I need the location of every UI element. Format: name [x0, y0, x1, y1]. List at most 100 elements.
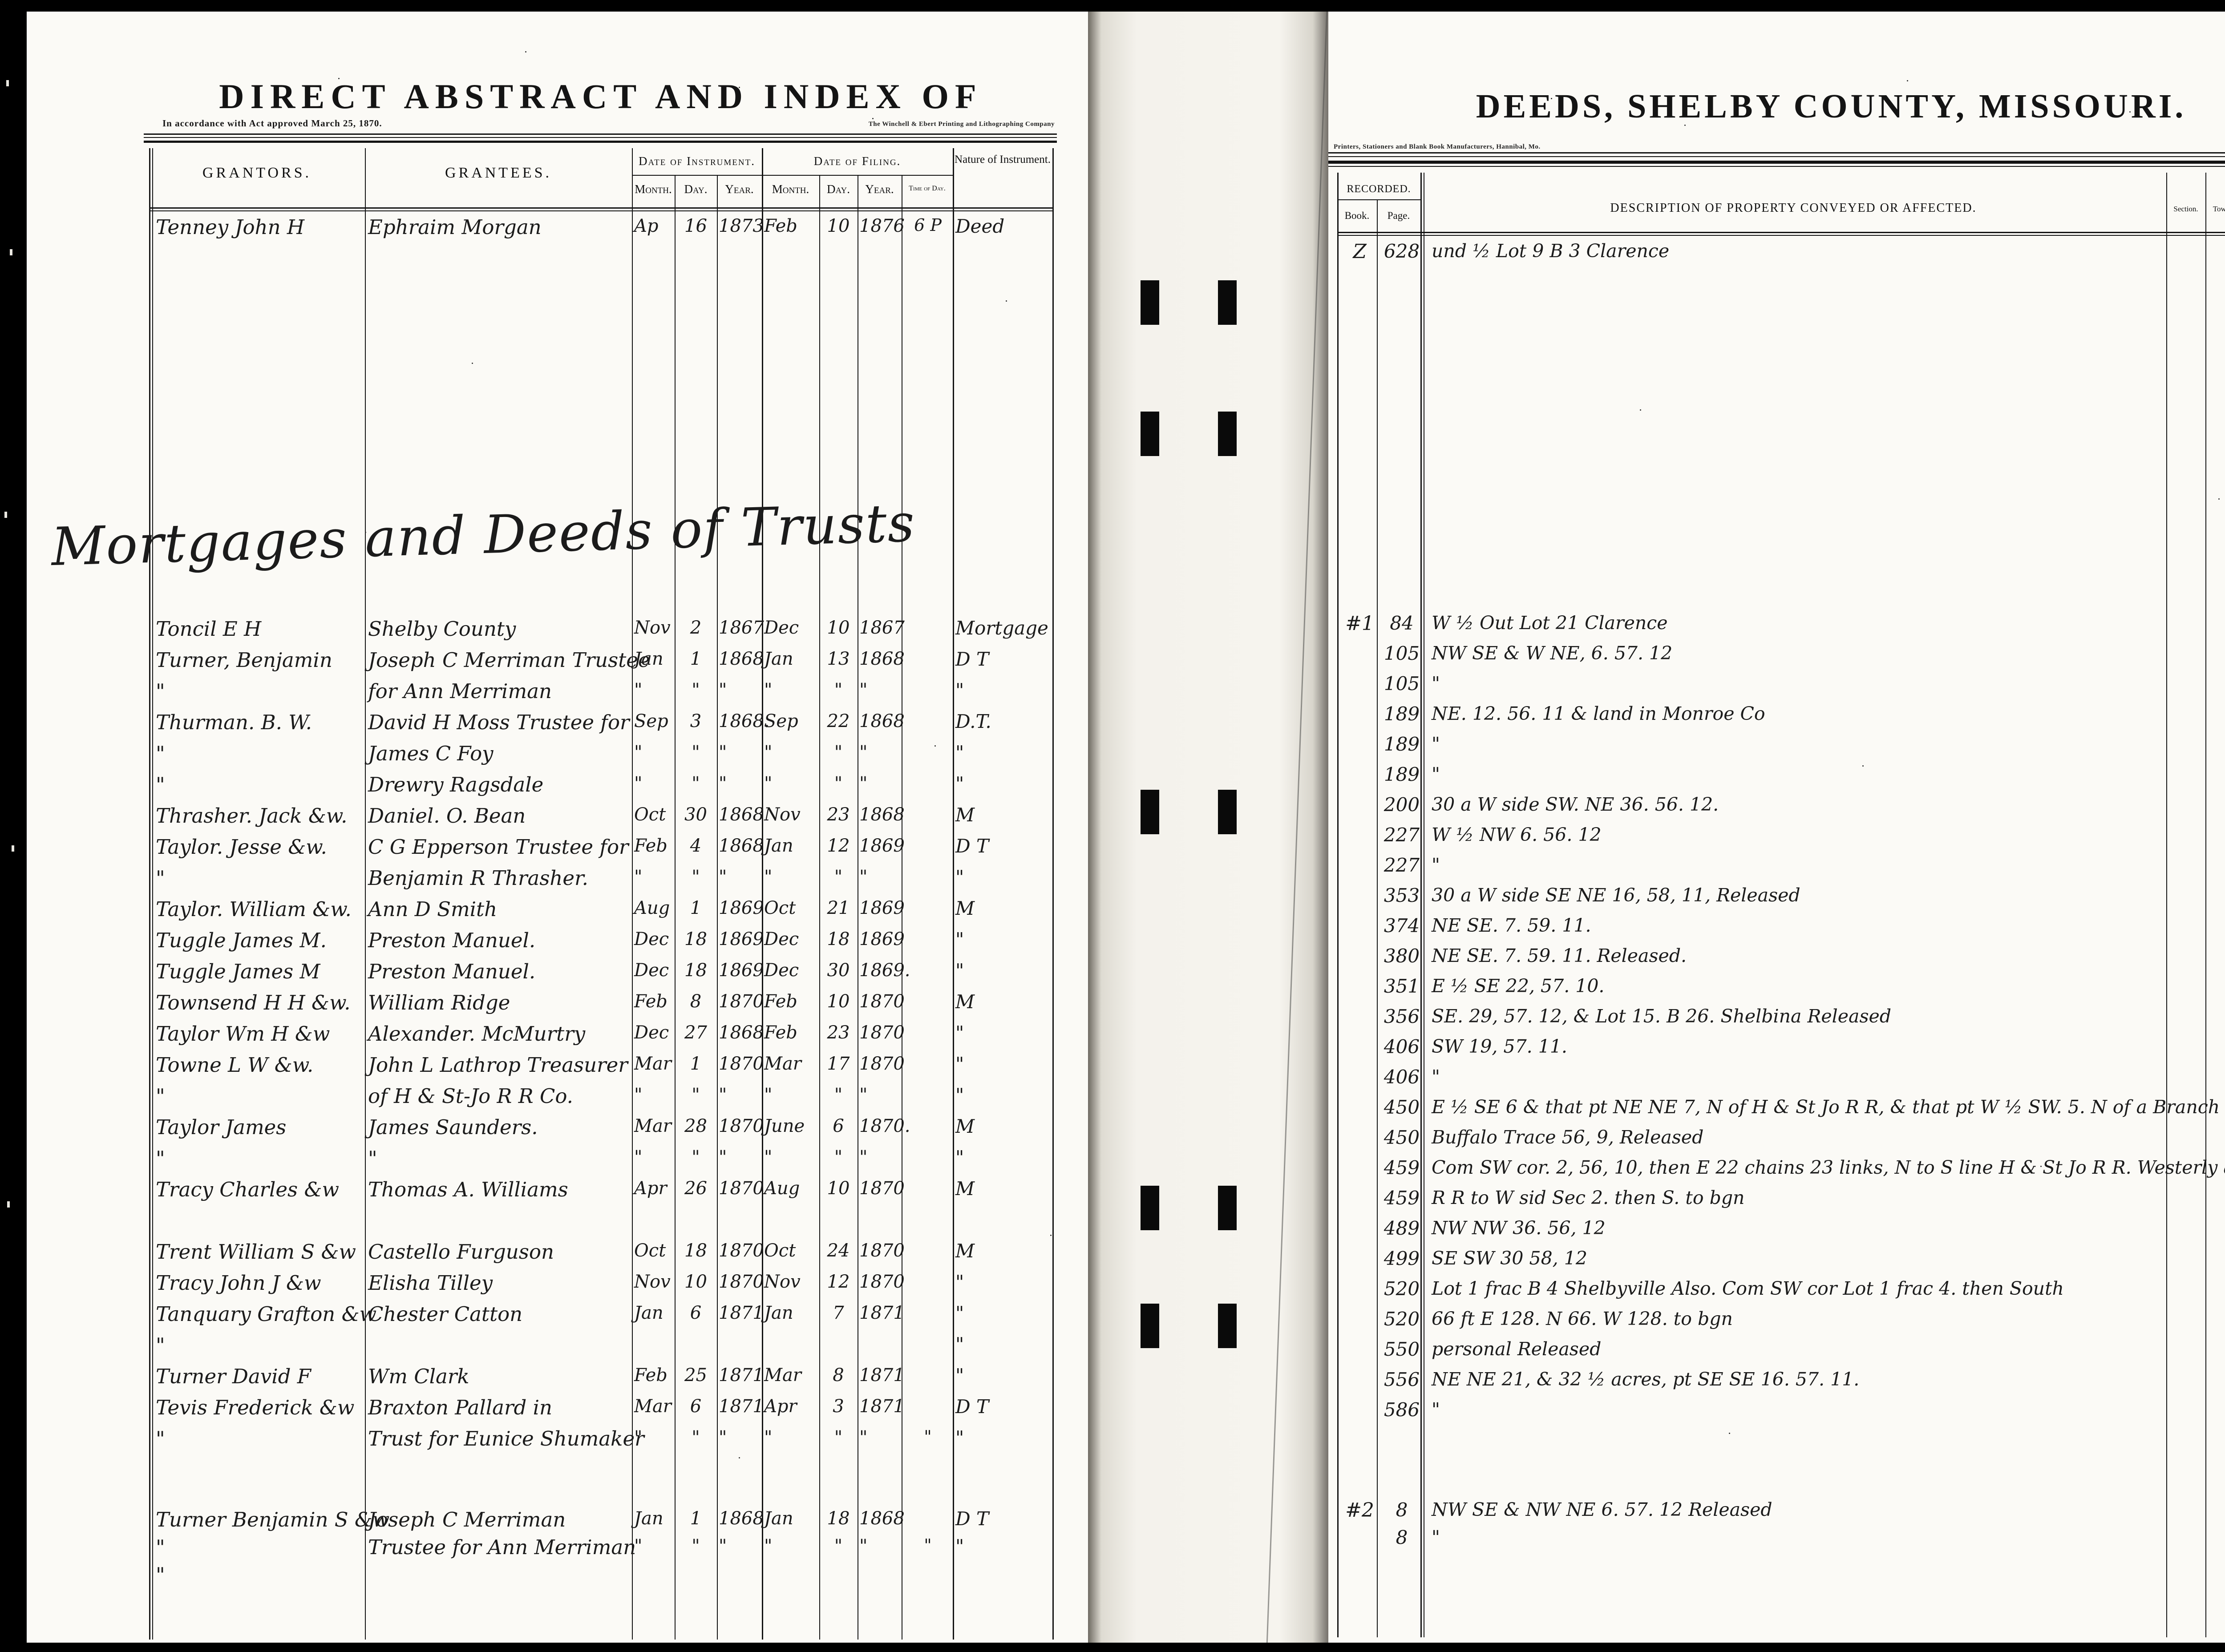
nature-cell: " — [955, 866, 964, 888]
filing-month-cell: Feb — [764, 216, 797, 236]
filing-month-cell: Jan — [764, 649, 793, 669]
ledger-row: 105 " — [1337, 671, 2225, 701]
filing-day-cell: 23 — [827, 804, 850, 825]
grid-hline — [149, 210, 1052, 211]
grantees-cell: James C Foy — [368, 742, 494, 765]
page-cell: 353 — [1384, 885, 1420, 906]
description-cell: R R to W sid Sec 2. then S. to bgn — [1432, 1187, 1745, 1208]
filing-day-cell: 13 — [827, 649, 850, 669]
filing-year-cell: 1868 — [859, 649, 905, 669]
binder-hole — [1218, 1304, 1237, 1348]
ledger-row: 556 NE NE 21, & 32 ½ acres, pt SE SE 16.… — [1337, 1367, 2225, 1397]
right-page: DEEDS, SHELBY COUNTY, MISSOURI. 274 Prin… — [1328, 9, 2225, 1643]
grantors-cell: Tracy John J &w — [156, 1271, 321, 1295]
instrument-year-cell: " — [719, 742, 727, 763]
grid-vline — [675, 175, 676, 1640]
description-cell: Com SW cor. 2, 56, 10, then E 22 chains … — [1432, 1157, 2225, 1178]
instrument-month-cell: Apr — [634, 1178, 667, 1199]
instrument-day-cell: 27 — [684, 1022, 707, 1043]
description-cell: NW NW 36. 56, 12 — [1432, 1217, 1606, 1239]
ledger-row: 459 Com SW cor. 2, 56, 10, then E 22 cha… — [1337, 1155, 2225, 1185]
nature-cell: " — [955, 1427, 964, 1449]
instrument-day-cell: 25 — [684, 1365, 707, 1385]
ledger-row: " Trust for Eunice Shumaker " " " " " " … — [149, 1425, 1052, 1456]
grantees-cell: Ephraim Morgan — [368, 215, 542, 239]
film-scratch — [7, 1201, 10, 1208]
filing-year-cell: " — [859, 1147, 868, 1167]
grantors-cell: " — [156, 1563, 165, 1587]
ledger-row: Taylor James James Saunders. Mar 28 1870… — [149, 1114, 1052, 1145]
instrument-year-cell: 1868 — [719, 649, 764, 669]
col-header-year: Year. — [725, 182, 754, 196]
grantees-cell: Ann D Smith — [368, 897, 498, 921]
nature-cell: " — [955, 1053, 964, 1075]
instrument-day-cell: " — [692, 680, 700, 700]
nature-cell: " — [955, 1535, 964, 1557]
binder-hole — [1218, 280, 1237, 325]
filing-day-cell: 7 — [833, 1303, 844, 1323]
ledger-row: Townsend H H &w. William Ridge Feb 8 187… — [149, 989, 1052, 1020]
page-rule — [144, 133, 1057, 135]
instrument-year-cell: 1868. — [719, 711, 770, 731]
grantors-cell: Taylor. Jesse &w. — [156, 835, 327, 859]
page-cell: 189 — [1384, 733, 1420, 755]
ledger-row: " — [149, 1561, 1052, 1589]
page-cell: 105 — [1384, 642, 1420, 664]
film-edge-top — [0, 0, 2225, 12]
page-cell: 380 — [1384, 945, 1420, 967]
nature-cell: " — [955, 773, 964, 795]
grantors-cell: " — [156, 1084, 165, 1108]
filing-month-cell: " — [764, 1536, 773, 1556]
grantees-cell: Alexander. McMurtry — [368, 1022, 586, 1046]
filing-day-cell: 23 — [827, 1022, 850, 1043]
instrument-day-cell: 1 — [690, 1054, 702, 1074]
filing-day-cell: 12 — [827, 836, 850, 856]
description-cell: NW SE & W NE, 6. 57. 12 — [1432, 642, 1673, 664]
filing-year-cell: " — [859, 680, 868, 700]
ledger-row: #2 8 NW SE & NW NE 6. 57. 12 Released — [1337, 1497, 2225, 1525]
nature-cell: D T — [955, 1508, 989, 1530]
instrument-day-cell: 28 — [684, 1116, 707, 1136]
col-header-year: Year. — [865, 182, 894, 196]
grantors-cell: " — [156, 1333, 165, 1357]
nature-cell: " — [955, 960, 964, 982]
col-header-date-of-filing: Date of Filing. — [813, 154, 901, 168]
instrument-month-cell: " — [634, 1085, 643, 1105]
ledger-row: 499 SE SW 30 58, 12 — [1337, 1246, 2225, 1276]
grantors-cell: Taylor. William &w. — [156, 897, 352, 921]
instrument-day-cell: 6 — [690, 1396, 702, 1417]
printer-credit: Printers, Stationers and Blank Book Manu… — [1334, 143, 1541, 150]
filing-year-cell: 1870 — [859, 1272, 905, 1292]
grantees-cell: Castello Furguson — [368, 1240, 554, 1264]
filing-day-cell: 8 — [833, 1365, 844, 1385]
nature-cell: " — [955, 1302, 964, 1324]
filing-month-cell: Dec — [764, 618, 799, 638]
grantors-cell: Tracy Charles &w — [156, 1178, 340, 1201]
filing-day-cell: 10 — [827, 618, 850, 638]
instrument-month-cell: Feb — [634, 1365, 668, 1385]
instrument-month-cell: Nov — [634, 618, 671, 638]
ledger-row: " Drewry Ragsdale " " " " " " " — [149, 771, 1052, 802]
instrument-year-cell: " — [719, 867, 727, 887]
instrument-year-cell: 1869 — [719, 898, 764, 918]
filing-month-cell: Jan — [764, 836, 793, 856]
ledger-row: 406 SW 19, 57. 11. — [1337, 1034, 2225, 1064]
instrument-day-cell: 3 — [690, 711, 702, 731]
page-cell: 520 — [1384, 1308, 1420, 1330]
grid-vline — [149, 148, 150, 1640]
description-cell: Buffalo Trace 56, 9, Released — [1432, 1127, 1704, 1148]
grantees-cell: James Saunders. — [368, 1115, 538, 1139]
time-of-day-cell: " — [924, 1535, 932, 1555]
grid-hline — [149, 207, 1052, 209]
description-cell: SW 19, 57. 11. — [1432, 1036, 1567, 1057]
nature-cell: " — [955, 1084, 964, 1106]
grantees-cell: Trustee for Ann Merriman — [368, 1535, 636, 1559]
instrument-day-cell: 2 — [690, 618, 702, 638]
grid-hline — [1337, 235, 2225, 236]
col-header-book: Book. — [1344, 210, 1370, 221]
filing-day-cell: 22 — [827, 711, 850, 731]
col-header-date-of-instrument: Date of Instrument. — [639, 154, 755, 168]
filing-year-cell: 1870 — [859, 1054, 905, 1074]
description-cell: " — [1432, 1066, 1440, 1087]
ledger-row: " " — [149, 1332, 1052, 1363]
